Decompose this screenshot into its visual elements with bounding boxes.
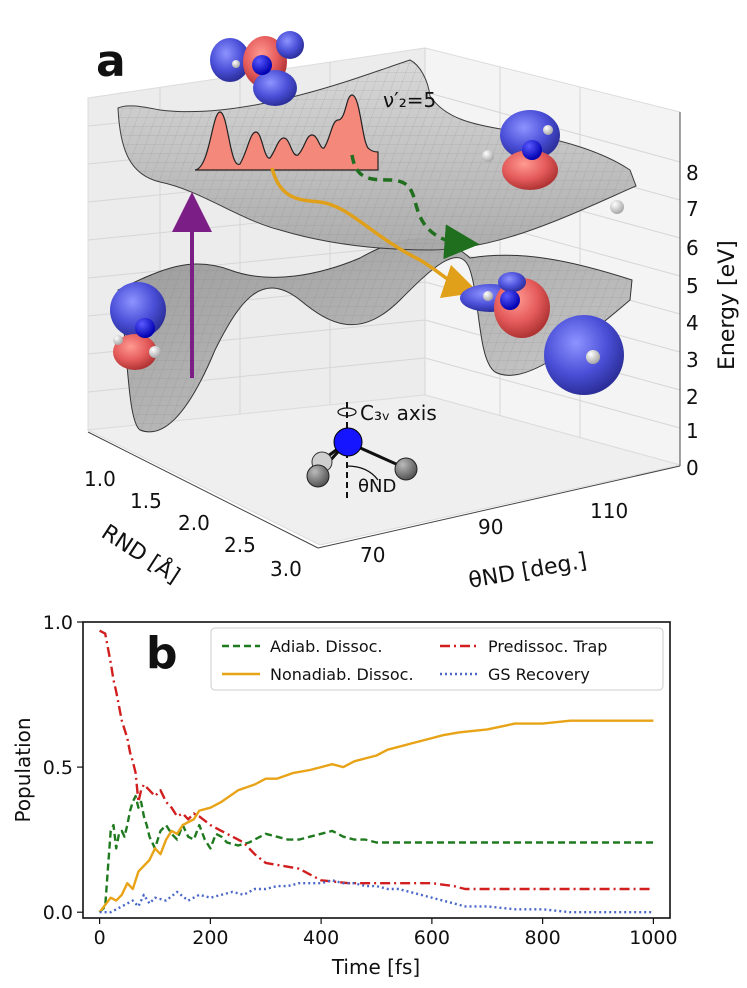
- energy-tick-0: 0: [686, 456, 699, 480]
- panel-b-label: b: [146, 628, 178, 679]
- theta-tick-2: 90: [478, 515, 503, 539]
- energy-tick-3: 3: [686, 348, 699, 372]
- x-tick-label: 1000: [629, 927, 677, 949]
- theta-nd-label: θND: [358, 476, 396, 497]
- panel-a-label: a: [96, 36, 126, 87]
- r-tick-2: 1.5: [130, 489, 162, 513]
- x-axis-label: Time [fs]: [331, 955, 420, 979]
- energy-tick-2: 2: [686, 385, 699, 409]
- r-tick-4: 2.5: [224, 533, 256, 557]
- r-tick-5: 3.0: [270, 557, 302, 581]
- vibrational-level-label: ν′₂=5: [383, 88, 436, 112]
- y-tick-label: 0.5: [43, 757, 73, 779]
- population-chart: 0 200 400 600 800 1000 0.0 0.5 1.0 b Time [fs] P…: [11, 612, 678, 979]
- chart-ticks-group: 0 200 400 600 800 1000 0.0 0.5 1.0: [43, 612, 678, 949]
- x-tick-label: 400: [303, 927, 339, 949]
- r-tick-1: 1.0: [84, 467, 116, 491]
- adiabatic-path-arrow: [350, 154, 480, 260]
- energy-tick-8: 8: [686, 161, 699, 185]
- x-tick-label: 200: [192, 927, 228, 949]
- legend-label-3: Predissoc. Trap: [488, 637, 607, 656]
- legend-label-2: Nonadiab. Dissoc.: [270, 665, 414, 684]
- y-tick-label: 1.0: [43, 612, 73, 634]
- nonadiabatic-path-arrow: [270, 167, 479, 299]
- series-line-1: [98, 794, 654, 914]
- legend-box: [210, 627, 664, 691]
- r-axis-label: RND [Å]: [97, 518, 185, 589]
- series-line-3: [99, 629, 654, 891]
- x-tick-label: 0: [94, 927, 106, 949]
- energy-tick-5: 5: [686, 274, 699, 298]
- series-line-4: [99, 879, 654, 914]
- x-tick-label: 600: [414, 927, 450, 949]
- theta-tick-3: 110: [590, 499, 628, 523]
- orbital-top-right: [482, 110, 624, 214]
- energy-tick-6: 6: [686, 236, 699, 260]
- energy-tick-4: 4: [686, 311, 699, 335]
- vibrational-wavepacket: [194, 94, 379, 171]
- r-tick-3: 2.0: [178, 511, 210, 535]
- c3v-axis-label: C₃ᵥ axis: [360, 401, 437, 425]
- theta-tick-1: 70: [360, 543, 385, 567]
- legend-label-4: GS Recovery: [488, 665, 590, 684]
- panel-a-surface-figure: 1.0 1.5 2.0 2.5 3.0 RND [Å] 70 90 110 θN…: [84, 31, 740, 594]
- x-tick-label: 800: [524, 927, 560, 949]
- y-axis-label: Population: [11, 717, 35, 822]
- energy-tick-1: 1: [686, 419, 699, 443]
- theta-axis-label: θND [deg.]: [467, 549, 589, 594]
- chart-series-group: [98, 629, 654, 914]
- orbital-left: [110, 282, 166, 370]
- chart-legend: Adiab. Dissoc. Nonadiab. Dissoc. Predissoc…: [210, 627, 664, 691]
- orbital-mid-right: [460, 272, 550, 338]
- plot-frame: [82, 621, 671, 919]
- y-tick-label: 0.0: [43, 902, 73, 924]
- legend-label-1: Adiab. Dissoc.: [270, 637, 383, 656]
- series-line-2: [98, 719, 654, 913]
- energy-axis-label: Energy [eV]: [715, 240, 740, 370]
- molecule-sketch: [306, 402, 418, 500]
- orbital-top-left: [210, 31, 304, 106]
- energy-tick-7: 7: [686, 197, 699, 221]
- orbital-right-sphere: [544, 315, 624, 395]
- energy-axis: 0 1 2 3 4 5 6 7 8 Energy [eV]: [679, 112, 740, 480]
